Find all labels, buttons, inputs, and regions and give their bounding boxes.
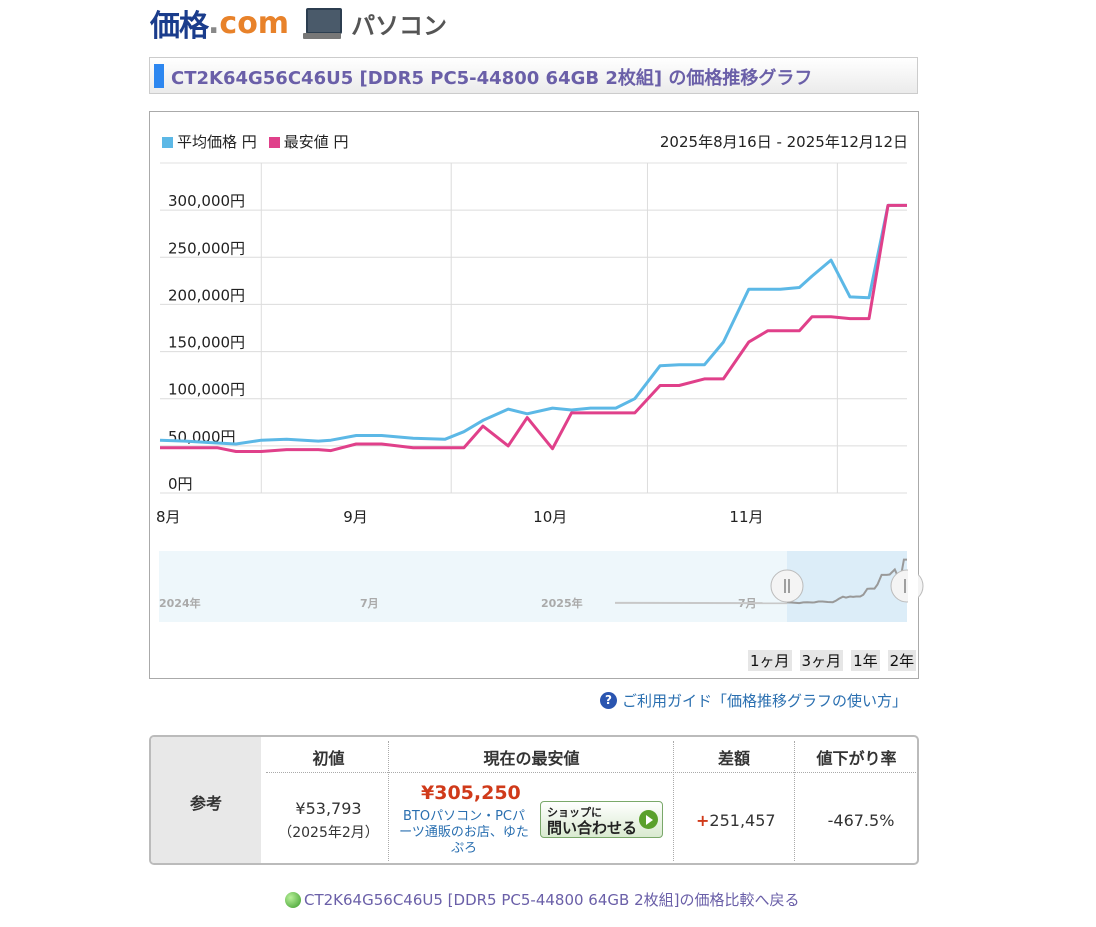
- overview-label: 2025年: [541, 596, 583, 610]
- y-tick-label: 300,000円: [168, 192, 245, 210]
- overview-label: 2024年: [159, 596, 201, 610]
- range-buttons: 1ヶ月 3ヶ月 1年 2年: [748, 650, 917, 671]
- logo-dot: .: [208, 5, 220, 41]
- legend-avg[interactable]: 平均価格 円: [162, 131, 257, 152]
- summary-side: 参考: [151, 737, 261, 863]
- inquire-label: 問い合わせる: [547, 819, 638, 837]
- initial-price: ¥53,793: [295, 799, 362, 818]
- overview-selection: [787, 551, 907, 622]
- header-divider: [266, 772, 916, 773]
- shop-link[interactable]: BTOパソコン・PCパーツ通販のお店、ゆたぷろ: [399, 809, 529, 856]
- header-current: 現在の最安値: [483, 749, 580, 768]
- avg-price-line: [159, 203, 907, 446]
- price-diff: +251,457: [696, 811, 776, 830]
- category-label[interactable]: パソコン: [351, 11, 448, 40]
- range-2y-button[interactable]: 2年: [887, 650, 917, 671]
- drop-rate: -467.5%: [827, 811, 895, 830]
- arrow-right-icon: [639, 810, 658, 829]
- y-tick-label: 250,000円: [168, 239, 245, 257]
- globe-icon: [285, 891, 301, 908]
- legend-min[interactable]: 最安値 円: [268, 131, 349, 152]
- back-link-text: CT2K64G56C46U5 [DDR5 PC5-44800 64GB 2枚組]…: [304, 891, 800, 909]
- back-link[interactable]: CT2K64G56C46U5 [DDR5 PC5-44800 64GB 2枚組]…: [285, 889, 799, 910]
- inquire-small-label: ショップに: [547, 806, 602, 819]
- date-range: 2025年8月16日 - 2025年12月12日: [659, 133, 908, 151]
- question-icon: ?: [600, 692, 617, 709]
- legend-min-label: 最安値 円: [283, 133, 349, 151]
- diff-sign: +: [696, 811, 710, 830]
- header-rate: 値下がり率: [816, 749, 897, 768]
- chart-frame: [149, 111, 919, 679]
- laptop-icon: [303, 6, 343, 40]
- summary-side-label: 参考: [189, 794, 222, 813]
- legend-min-swatch: [268, 137, 280, 148]
- x-tick-label: 8月: [156, 508, 181, 526]
- inquire-button[interactable]: ショップに 問い合わせる: [540, 801, 663, 838]
- initial-date: （2025年2月）: [278, 825, 379, 841]
- site-logo[interactable]: 価格. com パソコン: [150, 3, 448, 45]
- range-1m-button[interactable]: 1ヶ月: [748, 650, 792, 671]
- min-price-line: [160, 203, 907, 453]
- x-tick-label: 11月: [729, 508, 763, 526]
- header-initial: 初値: [312, 749, 345, 768]
- current-price: ¥305,250: [421, 782, 521, 804]
- summary-table: 参考 初値 現在の最安値 差額 値下がり率 ¥53,793 （2025年2月） …: [149, 735, 919, 865]
- x-tick-label: 9月: [343, 508, 368, 526]
- col-divider: [673, 741, 674, 861]
- page-title: CT2K64G56C46U5 [DDR5 PC5-44800 64GB 2枚組]…: [171, 68, 813, 89]
- col-divider: [388, 741, 389, 861]
- legend-avg-label: 平均価格 円: [177, 133, 257, 151]
- overview-label: 7月: [360, 597, 379, 610]
- overview-clip: [908, 548, 918, 628]
- range-handle-right: [890, 569, 924, 603]
- col-divider: [794, 741, 795, 861]
- header-diff: 差額: [717, 749, 750, 768]
- legend-avg-swatch: [162, 137, 173, 148]
- page-title-box: CT2K64G56C46U5 [DDR5 PC5-44800 64GB 2枚組]…: [149, 57, 918, 94]
- logo-kakaku: 価格: [150, 9, 209, 44]
- y-tick-label: 150,000円: [168, 334, 245, 352]
- y-tick-label: 0円: [168, 475, 193, 493]
- y-tick-label: 100,000円: [168, 381, 245, 399]
- range-1y-button[interactable]: 1年: [851, 650, 880, 671]
- range-3m-button[interactable]: 3ヶ月: [799, 650, 844, 671]
- overview-line-selected: [786, 558, 907, 605]
- logo-com: com: [219, 5, 290, 41]
- range-handle-left: [770, 569, 804, 603]
- x-tick-label: 10月: [533, 508, 567, 526]
- help-link-text: ご利用ガイド「価格推移グラフの使い方」: [622, 692, 908, 710]
- chart-legend: 平均価格 円 最安値 円: [162, 131, 349, 152]
- help-link[interactable]: ? ご利用ガイド「価格推移グラフの使い方」: [600, 690, 907, 711]
- y-tick-label: 200,000円: [168, 286, 245, 304]
- title-accent-bar: [154, 64, 164, 88]
- diff-value: 251,457: [709, 811, 776, 830]
